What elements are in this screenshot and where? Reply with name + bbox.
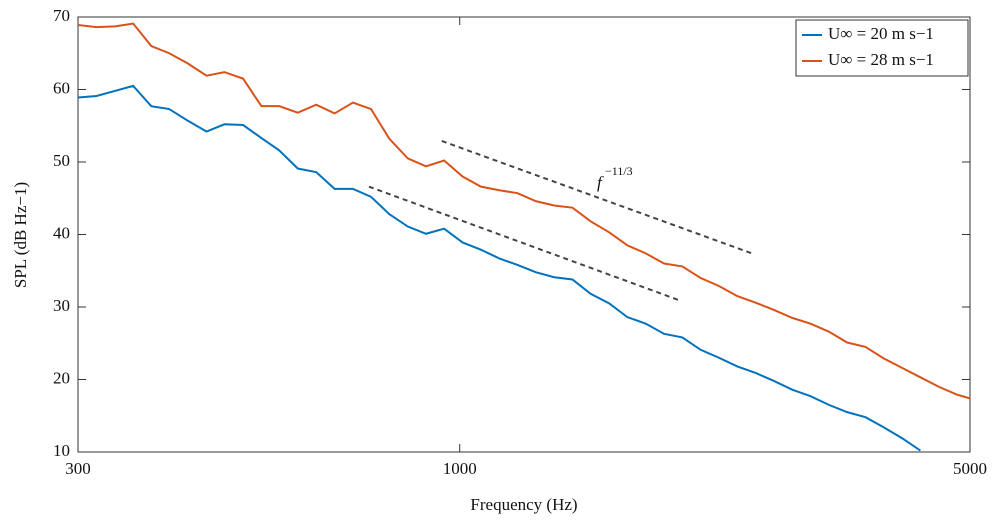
plot-frame: [77, 16, 971, 453]
y-tick-label: 70: [53, 6, 70, 25]
x-tick-label: 5000: [953, 459, 987, 478]
y-tick-label: 50: [53, 151, 70, 170]
reference-line: [368, 185, 681, 302]
legend-label: U∞ = 20 m s−1: [828, 24, 934, 43]
legend-label: U∞ = 28 m s−1: [828, 50, 934, 69]
y-tick-label: 60: [53, 78, 70, 97]
annotation-superscript: −11/3: [605, 164, 633, 178]
x-tick-label: 300: [65, 459, 91, 478]
y-tick-label: 40: [53, 223, 70, 242]
y-tick-label: 20: [53, 368, 70, 387]
x-tick-label: 1000: [443, 459, 477, 478]
series-line: [77, 22, 971, 400]
y-tick-label: 10: [53, 441, 70, 460]
legend-box: [795, 19, 969, 77]
series-line: [77, 84, 921, 452]
y-axis-title: SPL (dB Hz−1): [11, 182, 30, 288]
x-axis-title: Frequency (Hz): [470, 495, 577, 514]
y-tick-label: 30: [53, 296, 70, 315]
reference-line: [441, 140, 753, 255]
annotation: f: [597, 173, 604, 192]
